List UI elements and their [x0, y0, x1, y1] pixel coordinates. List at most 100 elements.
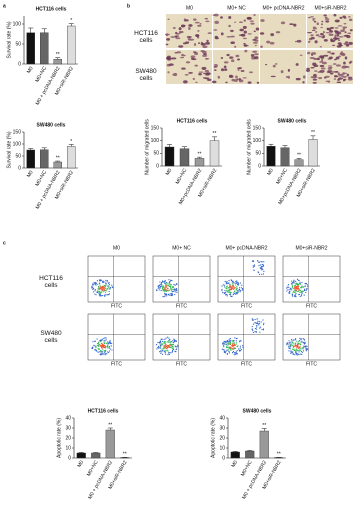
event: [224, 292, 225, 293]
cell: [173, 27, 176, 29]
bar: [67, 26, 75, 64]
cell: [336, 56, 340, 59]
event: [230, 347, 231, 348]
event: [236, 342, 237, 343]
x-tick-label: M0+NC: [34, 169, 48, 187]
y-tick-label: 100: [13, 21, 22, 27]
event: [254, 264, 255, 265]
event: [237, 345, 238, 346]
event: [232, 352, 233, 353]
bar: [309, 139, 317, 166]
micrograph: [213, 14, 259, 48]
event: [228, 349, 229, 350]
event: [305, 292, 306, 293]
event: [224, 351, 225, 352]
cell: [243, 43, 246, 45]
cell: [254, 53, 259, 55]
event: [237, 282, 238, 283]
event: [237, 353, 238, 354]
event: [163, 290, 164, 291]
event: [261, 266, 262, 267]
event: [175, 341, 176, 342]
event: [233, 349, 234, 350]
event: [156, 290, 157, 291]
cell: [345, 41, 348, 43]
event: [172, 287, 173, 288]
error-bar: [311, 136, 316, 140]
cell: [224, 68, 227, 71]
event: [102, 339, 103, 340]
event: [295, 288, 296, 289]
flow-plot: [153, 256, 210, 302]
event: [253, 319, 254, 320]
event: [169, 347, 170, 348]
event: [161, 351, 162, 352]
cell: [254, 39, 258, 41]
event: [234, 353, 235, 354]
row-label: SW480 cells: [128, 68, 164, 82]
cell: [338, 77, 343, 79]
event: [162, 344, 163, 345]
event: [302, 352, 303, 353]
x-tick-label: M0+NC: [34, 65, 48, 83]
event: [232, 348, 233, 349]
event: [173, 338, 174, 339]
event: [99, 282, 100, 283]
error-bar: [42, 29, 47, 33]
event: [110, 340, 111, 341]
event: [294, 287, 295, 288]
cell: [273, 65, 276, 68]
event: [299, 338, 300, 339]
event: [254, 331, 255, 332]
event: [99, 294, 100, 295]
significance: **: [297, 153, 301, 159]
cell: [271, 76, 276, 77]
significance: **: [198, 151, 202, 157]
event: [263, 324, 264, 325]
cell: [194, 43, 196, 46]
y-tick-label: 20: [65, 435, 71, 441]
event: [170, 285, 171, 286]
event: [237, 292, 238, 293]
event: [236, 281, 237, 282]
cell: [244, 50, 247, 53]
cell: [312, 30, 316, 31]
cell: [342, 73, 347, 74]
event: [294, 292, 295, 293]
cell: [317, 22, 319, 25]
event: [256, 326, 257, 327]
event: [253, 332, 254, 333]
cell: [343, 23, 346, 24]
event: [259, 274, 260, 275]
event: [159, 288, 160, 289]
cell: [320, 65, 325, 67]
event: [287, 289, 288, 290]
cell: [198, 73, 202, 75]
event: [294, 350, 295, 351]
cell: [308, 41, 310, 43]
event: [159, 351, 160, 352]
event: [236, 340, 237, 341]
cell: [334, 78, 336, 79]
event: [168, 342, 169, 343]
event: [233, 289, 234, 290]
cell: [313, 79, 318, 81]
event: [300, 284, 301, 285]
event: [260, 327, 261, 328]
event: [239, 291, 240, 292]
event: [263, 323, 264, 324]
event: [160, 341, 161, 342]
y-axis-label: Apoptotic rate (%): [56, 418, 62, 458]
cell: [201, 43, 206, 46]
cell: [286, 76, 289, 77]
column-header: M0+siR-NBR2: [295, 245, 327, 251]
significance: **: [262, 423, 266, 429]
event: [263, 271, 264, 272]
event: [172, 351, 173, 352]
event: [106, 343, 107, 344]
event: [298, 347, 299, 348]
y-tick-label: 0: [18, 61, 21, 67]
event: [226, 350, 227, 351]
event: [298, 341, 299, 342]
